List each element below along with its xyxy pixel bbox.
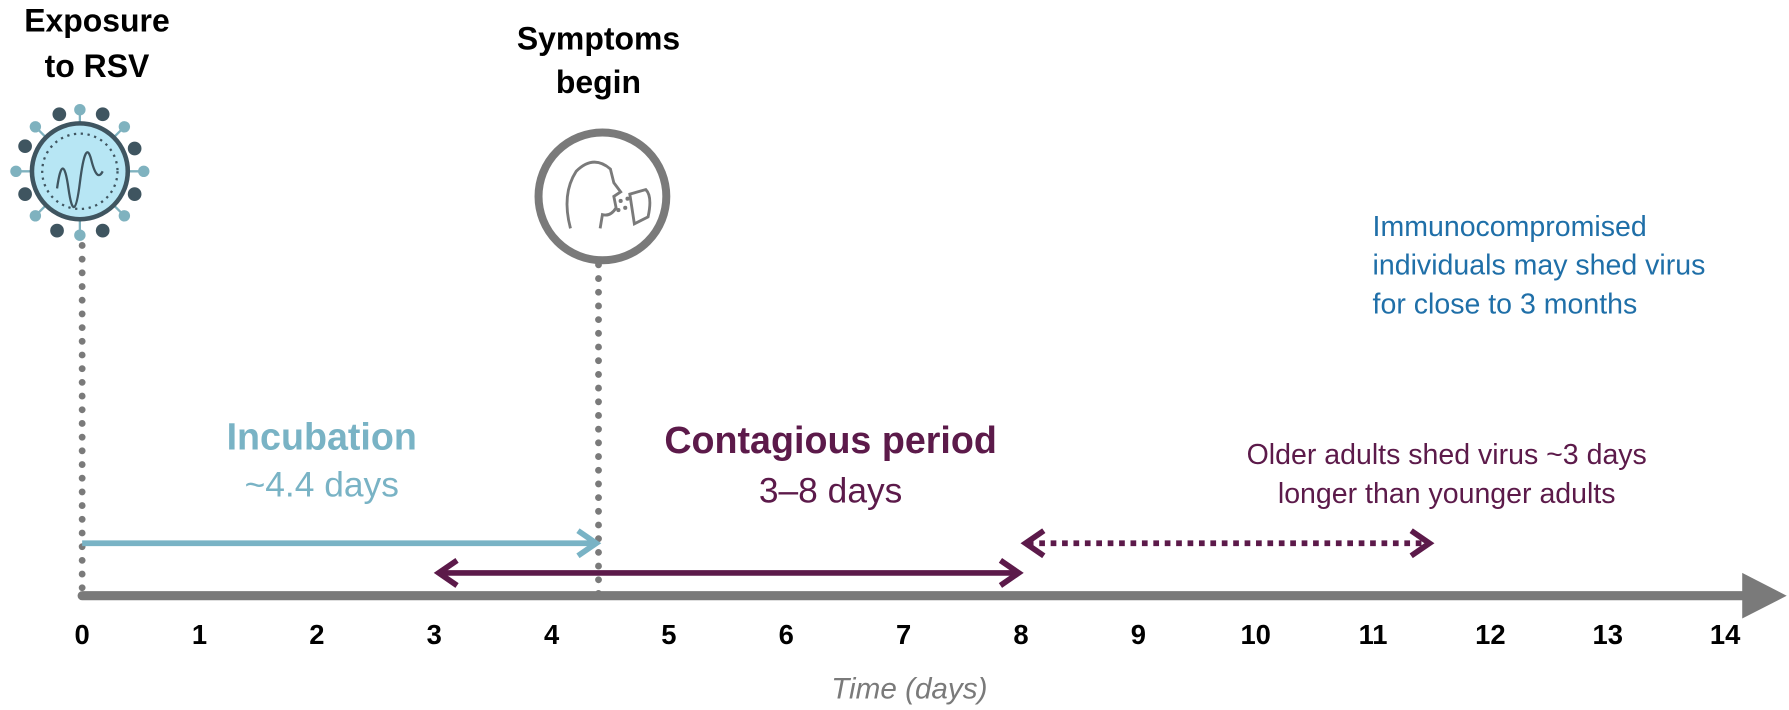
tick-label: 12 <box>1475 619 1505 650</box>
event-label: Symptoms <box>517 21 680 57</box>
period-subtitle: 3–8 days <box>759 471 903 510</box>
tick-label: 0 <box>75 619 90 650</box>
virus-icon <box>10 103 150 241</box>
period-note: Older adults shed virus ~3 days <box>1247 439 1647 471</box>
axis-arrowhead <box>1742 572 1787 619</box>
side-note: individuals may shed virus <box>1373 250 1706 282</box>
period-title: Incubation <box>227 415 417 457</box>
arrowhead <box>998 558 1024 588</box>
tick-label: 6 <box>779 619 794 650</box>
tick-label: 2 <box>309 619 324 650</box>
period-note: longer than younger adults <box>1278 478 1616 510</box>
tick-label: 11 <box>1359 619 1388 650</box>
axis-label: Time (days) <box>831 672 987 705</box>
period-title: Contagious period <box>664 419 996 461</box>
arrowhead <box>576 528 602 559</box>
arrowhead <box>1409 528 1435 559</box>
event-label: to RSV <box>45 48 150 84</box>
tick-label: 3 <box>427 619 442 650</box>
event-label: Exposure <box>24 2 170 38</box>
arrowhead <box>1020 528 1046 559</box>
tick-label: 14 <box>1710 619 1741 650</box>
tick-label: 9 <box>1131 619 1146 650</box>
side-note: Immunocompromised <box>1373 211 1647 243</box>
tick-label: 7 <box>896 619 911 650</box>
side-note: for close to 3 months <box>1373 288 1638 320</box>
tick-label: 1 <box>192 619 207 650</box>
period-subtitle: ~4.4 days <box>245 466 399 505</box>
arrowhead <box>433 558 459 588</box>
tick-label: 13 <box>1593 619 1623 650</box>
symptoms-icon <box>534 128 671 265</box>
tick-label: 10 <box>1240 619 1270 650</box>
tick-label: 5 <box>661 619 676 650</box>
tick-label: 4 <box>544 619 560 650</box>
event-label: begin <box>556 64 641 100</box>
tick-label: 8 <box>1013 619 1028 650</box>
